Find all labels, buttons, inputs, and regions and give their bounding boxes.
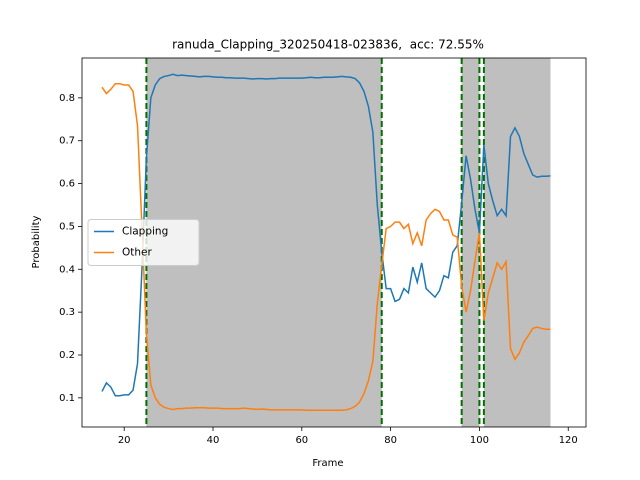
y-tick-label: 0.5 xyxy=(59,221,75,232)
x-axis-label: Frame xyxy=(312,458,343,469)
y-tick-label: 0.6 xyxy=(59,179,75,190)
y-tick-label: 0.7 xyxy=(59,136,75,147)
legend: Clapping Other xyxy=(87,219,200,266)
plot-frame xyxy=(81,57,587,428)
x-tick-label: 20 xyxy=(118,435,131,446)
x-tick-label: 100 xyxy=(470,435,489,446)
legend-label: Other xyxy=(122,247,152,259)
line-series xyxy=(101,82,551,412)
x-tick-label: 80 xyxy=(384,435,397,446)
shaded-region xyxy=(483,58,551,427)
x-tick-label: 40 xyxy=(207,435,220,446)
x-tick-label: 60 xyxy=(295,435,308,446)
y-tick-label: 0.3 xyxy=(59,307,75,318)
y-tick-label: 0.2 xyxy=(59,350,75,361)
y-axis-label: Probability xyxy=(31,215,42,268)
legend-box xyxy=(87,219,200,266)
y-tick-label: 0.4 xyxy=(59,264,75,275)
y-tick-label: 0.8 xyxy=(59,93,75,104)
x-tick-label: 120 xyxy=(559,435,578,446)
y-tick-label: 0.1 xyxy=(59,393,75,404)
chart-title: ranuda_Clapping_320250418-023836, acc: 7… xyxy=(172,38,484,52)
legend-label: Clapping xyxy=(122,226,168,238)
shaded-region xyxy=(461,58,480,427)
line-series xyxy=(101,73,551,397)
